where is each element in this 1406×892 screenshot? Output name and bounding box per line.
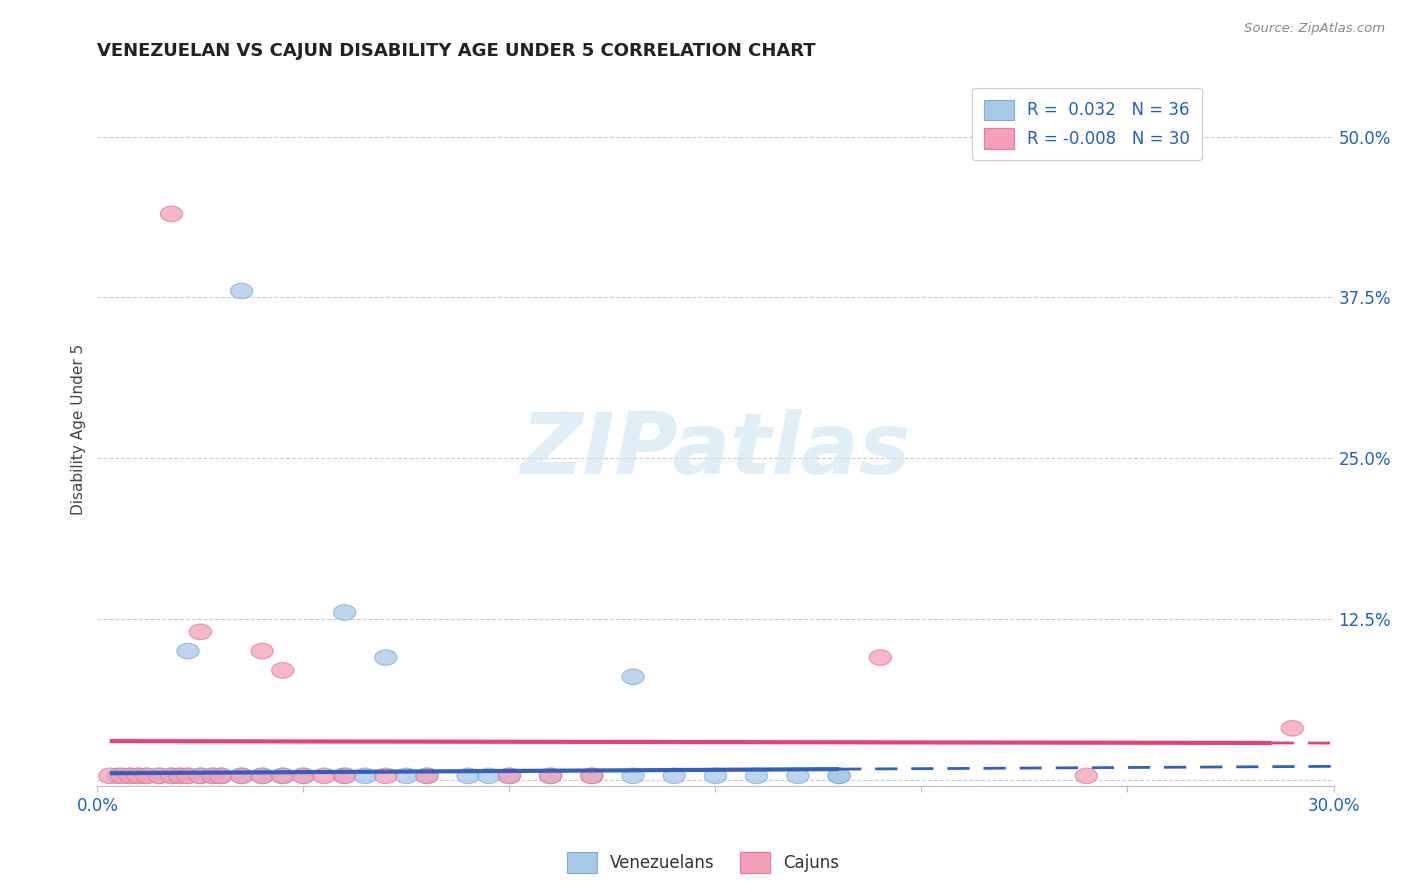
Ellipse shape: [828, 768, 851, 784]
Ellipse shape: [498, 768, 520, 784]
Ellipse shape: [98, 768, 121, 784]
Ellipse shape: [581, 768, 603, 784]
Text: ZIPatlas: ZIPatlas: [520, 409, 911, 492]
Ellipse shape: [190, 768, 211, 784]
Ellipse shape: [581, 768, 603, 784]
Legend: Venezuelans, Cajuns: Venezuelans, Cajuns: [560, 846, 846, 880]
Ellipse shape: [120, 768, 142, 784]
Ellipse shape: [252, 768, 273, 784]
Ellipse shape: [148, 768, 170, 784]
Text: VENEZUELAN VS CAJUN DISABILITY AGE UNDER 5 CORRELATION CHART: VENEZUELAN VS CAJUN DISABILITY AGE UNDER…: [97, 42, 815, 60]
Ellipse shape: [169, 768, 191, 784]
Ellipse shape: [540, 768, 562, 784]
Ellipse shape: [135, 768, 157, 784]
Ellipse shape: [457, 768, 479, 784]
Ellipse shape: [160, 768, 183, 784]
Ellipse shape: [252, 643, 273, 659]
Ellipse shape: [120, 768, 142, 784]
Ellipse shape: [745, 768, 768, 784]
Ellipse shape: [1076, 768, 1098, 784]
Ellipse shape: [704, 768, 727, 784]
Ellipse shape: [107, 768, 129, 784]
Ellipse shape: [416, 768, 439, 784]
Ellipse shape: [177, 768, 200, 784]
Ellipse shape: [271, 663, 294, 678]
Ellipse shape: [621, 669, 644, 685]
Ellipse shape: [252, 768, 273, 784]
Ellipse shape: [416, 768, 439, 784]
Ellipse shape: [374, 649, 396, 665]
Text: Source: ZipAtlas.com: Source: ZipAtlas.com: [1244, 22, 1385, 36]
Ellipse shape: [292, 768, 315, 784]
Ellipse shape: [128, 768, 149, 784]
Legend: R =  0.032   N = 36, R = -0.008   N = 30: R = 0.032 N = 36, R = -0.008 N = 30: [972, 88, 1202, 161]
Ellipse shape: [621, 768, 644, 784]
Y-axis label: Disability Age Under 5: Disability Age Under 5: [72, 343, 86, 515]
Ellipse shape: [231, 768, 253, 784]
Ellipse shape: [374, 768, 396, 784]
Ellipse shape: [135, 768, 157, 784]
Ellipse shape: [498, 768, 520, 784]
Ellipse shape: [190, 624, 211, 640]
Ellipse shape: [209, 768, 232, 784]
Ellipse shape: [333, 768, 356, 784]
Ellipse shape: [177, 768, 200, 784]
Ellipse shape: [271, 768, 294, 784]
Ellipse shape: [231, 284, 253, 299]
Ellipse shape: [209, 768, 232, 784]
Ellipse shape: [828, 768, 851, 784]
Ellipse shape: [1281, 721, 1303, 736]
Ellipse shape: [160, 206, 183, 222]
Ellipse shape: [190, 768, 211, 784]
Ellipse shape: [540, 768, 562, 784]
Ellipse shape: [314, 768, 335, 784]
Ellipse shape: [177, 643, 200, 659]
Ellipse shape: [333, 768, 356, 784]
Ellipse shape: [111, 768, 134, 784]
Ellipse shape: [395, 768, 418, 784]
Ellipse shape: [271, 768, 294, 784]
Ellipse shape: [201, 768, 224, 784]
Ellipse shape: [231, 768, 253, 784]
Ellipse shape: [787, 768, 808, 784]
Ellipse shape: [160, 768, 183, 784]
Ellipse shape: [201, 768, 224, 784]
Ellipse shape: [169, 768, 191, 784]
Ellipse shape: [664, 768, 685, 784]
Ellipse shape: [333, 605, 356, 620]
Ellipse shape: [292, 768, 315, 784]
Ellipse shape: [128, 768, 149, 784]
Ellipse shape: [148, 768, 170, 784]
Ellipse shape: [478, 768, 501, 784]
Ellipse shape: [354, 768, 377, 784]
Ellipse shape: [869, 649, 891, 665]
